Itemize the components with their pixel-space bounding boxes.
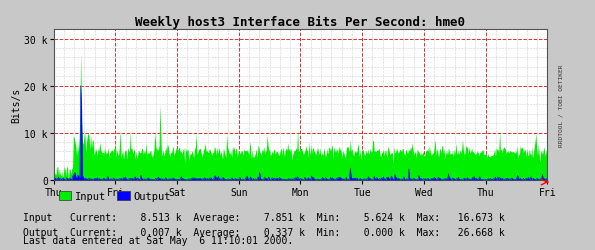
Text: Last data entered at Sat May  6 11:10:01 2000.: Last data entered at Sat May 6 11:10:01 … [23,235,293,245]
Text: Output  Current:    0.007 k  Average:    0.337 k  Min:    0.000 k  Max:   26.668: Output Current: 0.007 k Average: 0.337 k… [23,226,505,236]
Title: Weekly host3 Interface Bits Per Second: hme0: Weekly host3 Interface Bits Per Second: … [136,16,465,29]
Y-axis label: Bits/s: Bits/s [12,88,21,122]
Text: RRDTOOL / TOBI OETIKER: RRDTOOL / TOBI OETIKER [558,64,563,146]
Text: Input   Current:    8.513 k  Average:    7.851 k  Min:    5.624 k  Max:   16.673: Input Current: 8.513 k Average: 7.851 k … [23,212,505,222]
Legend: Input, Output: Input, Output [59,191,171,201]
